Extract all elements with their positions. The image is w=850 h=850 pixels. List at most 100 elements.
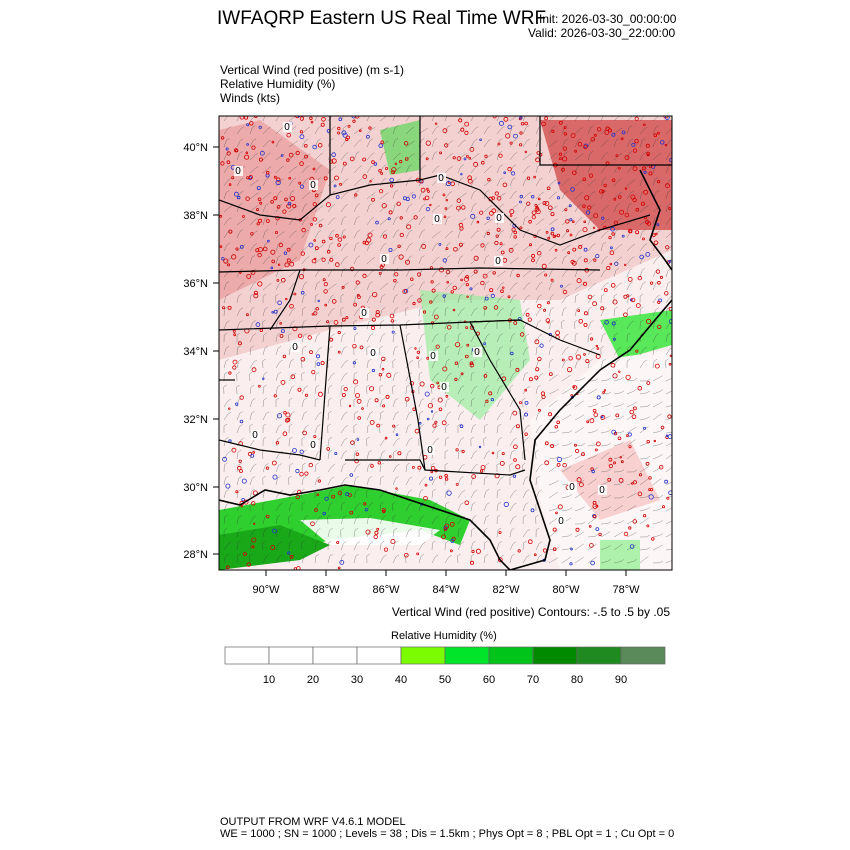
downward-contour bbox=[470, 213, 476, 219]
downward-contour bbox=[629, 544, 635, 549]
downward-contour bbox=[656, 223, 660, 227]
wind-barb-flag bbox=[497, 514, 501, 518]
wind-barb-flag bbox=[476, 153, 480, 156]
wind-barb bbox=[574, 193, 581, 200]
wind-barb bbox=[587, 506, 595, 512]
upward-contour bbox=[420, 187, 426, 193]
lat-tick-label: 28°N bbox=[183, 549, 208, 561]
upward-contour bbox=[583, 258, 588, 263]
wind-barb bbox=[223, 348, 227, 356]
upward-contour bbox=[461, 205, 466, 210]
wind-barb bbox=[275, 270, 279, 278]
upward-contour bbox=[304, 471, 309, 476]
wind-barb-flag bbox=[500, 411, 504, 415]
colorbar-swatch bbox=[312, 646, 358, 665]
upward-contour bbox=[277, 263, 281, 266]
upward-contour bbox=[228, 183, 232, 186]
wind-barb bbox=[587, 480, 594, 486]
wind-barb bbox=[444, 517, 448, 525]
wind-barb bbox=[522, 426, 527, 434]
wind-barb bbox=[262, 465, 266, 473]
contour-label: 0 bbox=[427, 445, 433, 456]
upward-contour bbox=[505, 133, 511, 139]
wind-barb bbox=[379, 530, 383, 538]
downward-contour bbox=[610, 226, 615, 232]
wind-barb bbox=[418, 491, 421, 499]
wind-barb bbox=[236, 504, 241, 512]
wind-barb bbox=[587, 444, 595, 447]
upward-contour bbox=[271, 460, 277, 466]
wind-barb bbox=[418, 543, 423, 551]
wind-barb-flag bbox=[444, 449, 449, 453]
wind-barb-flag bbox=[264, 306, 268, 310]
wind-barb bbox=[457, 400, 462, 408]
upward-contour bbox=[317, 143, 323, 148]
upward-contour bbox=[313, 239, 317, 242]
wind-barb-flag bbox=[523, 358, 527, 362]
upward-contour bbox=[473, 161, 479, 167]
downward-contour bbox=[665, 434, 669, 437]
wind-barb bbox=[353, 452, 356, 460]
wind-barb-flag bbox=[305, 424, 309, 428]
wind-barb-flag bbox=[436, 256, 440, 259]
upward-contour bbox=[531, 258, 535, 263]
wind-barb-flag bbox=[600, 345, 605, 349]
wind-barb bbox=[639, 283, 643, 291]
wind-barb-flag bbox=[594, 467, 598, 470]
downward-contour bbox=[486, 216, 490, 220]
wind-barb bbox=[470, 155, 477, 161]
wind-barb-flag bbox=[631, 256, 635, 259]
wind-barb-flag bbox=[328, 410, 332, 414]
wind-barb-flag bbox=[525, 476, 529, 479]
wind-barb-flag bbox=[329, 319, 333, 323]
wind-barb bbox=[587, 322, 591, 330]
wind-barb-flag bbox=[511, 124, 515, 128]
wind-barb bbox=[652, 348, 655, 356]
wind-barb bbox=[249, 400, 253, 408]
upward-contour bbox=[265, 219, 270, 223]
upward-contour bbox=[370, 464, 374, 468]
wind-barb-flag bbox=[407, 424, 412, 427]
upward-contour bbox=[584, 195, 590, 201]
wind-barb bbox=[470, 335, 475, 343]
upward-contour bbox=[503, 116, 509, 122]
wind-barb-flag bbox=[590, 320, 594, 323]
wind-barb-flag bbox=[527, 282, 531, 285]
wind-barb-flag bbox=[435, 113, 438, 115]
wind-barb-flag bbox=[315, 462, 319, 466]
upward-contour bbox=[312, 202, 317, 207]
wind-barb-flag bbox=[277, 332, 281, 336]
wind-barb-flag bbox=[369, 528, 373, 531]
upward-contour bbox=[385, 166, 389, 170]
wind-barb-flag bbox=[303, 475, 307, 479]
wind-barb-flag bbox=[496, 358, 500, 362]
wind-barb-flag bbox=[435, 242, 439, 246]
upward-contour bbox=[270, 200, 274, 204]
upward-contour bbox=[634, 116, 639, 121]
wind-barb-flag bbox=[602, 332, 606, 336]
wind-barb-flag bbox=[620, 469, 625, 472]
upward-contour bbox=[649, 281, 654, 285]
wind-barb-flag bbox=[526, 333, 530, 337]
upward-contour bbox=[480, 280, 485, 286]
wind-barb-flag bbox=[523, 540, 527, 544]
upward-contour bbox=[467, 175, 473, 181]
contour-label: 0 bbox=[284, 122, 290, 133]
wind-barb bbox=[392, 246, 399, 252]
wind-barb-flag bbox=[380, 501, 384, 505]
wind-barb bbox=[275, 257, 279, 265]
upward-contour bbox=[259, 201, 263, 205]
upward-contour bbox=[353, 379, 359, 385]
upward-contour bbox=[416, 552, 420, 556]
strong-upward-region bbox=[540, 120, 672, 230]
wind-barb bbox=[600, 270, 605, 278]
upward-contour bbox=[337, 566, 341, 570]
upward-contour bbox=[668, 207, 672, 211]
wind-barb-flag bbox=[330, 242, 334, 245]
upward-contour bbox=[369, 386, 375, 392]
downward-contour bbox=[643, 426, 647, 430]
wind-barb-flag bbox=[394, 203, 399, 206]
wind-barb bbox=[548, 258, 555, 265]
upward-contour bbox=[611, 178, 616, 183]
upward-contour bbox=[247, 451, 253, 457]
